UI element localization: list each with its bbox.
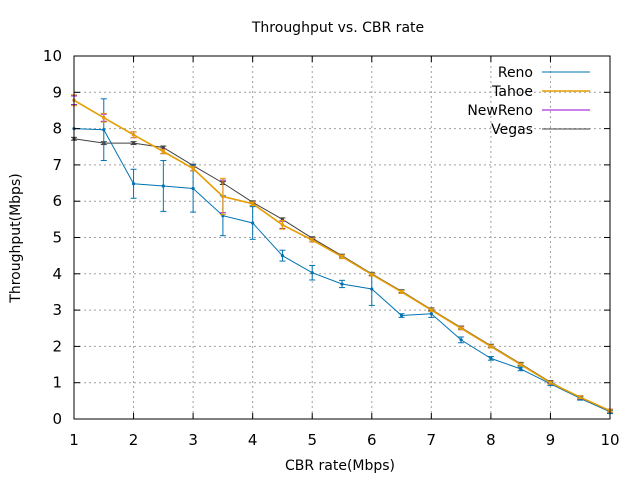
data-point-tahoe bbox=[489, 344, 493, 348]
y-tick-label: 7 bbox=[52, 156, 62, 174]
x-tick-label: 5 bbox=[307, 431, 317, 449]
data-point-tahoe bbox=[459, 326, 463, 330]
legend-label-newreno: NewReno bbox=[467, 103, 533, 119]
x-tick-label: 4 bbox=[248, 431, 258, 449]
x-tick-label: 1 bbox=[69, 431, 79, 449]
x-tick-label: 10 bbox=[600, 431, 619, 449]
legend: Reno Tahoe NewReno Vegas bbox=[467, 65, 590, 138]
data-point-reno bbox=[340, 282, 344, 286]
data-point-tahoe bbox=[280, 223, 285, 227]
y-tick-label: 9 bbox=[52, 83, 62, 101]
legend-label-tahoe: Tahoe bbox=[491, 84, 533, 100]
x-tick-label: 3 bbox=[188, 431, 198, 449]
data-point-tahoe bbox=[548, 381, 553, 385]
data-point-tahoe bbox=[340, 255, 344, 259]
data-point-tahoe bbox=[399, 290, 404, 294]
data-point-tahoe bbox=[310, 238, 314, 242]
y-tick-label: 10 bbox=[43, 47, 62, 65]
y-tick-label: 0 bbox=[52, 410, 62, 428]
x-tick-label: 8 bbox=[486, 431, 496, 449]
data-point-tahoe bbox=[221, 194, 225, 199]
data-point-reno bbox=[310, 271, 314, 275]
y-tick-label: 4 bbox=[52, 265, 62, 283]
x-tick-label: 9 bbox=[546, 431, 556, 449]
series-tahoe bbox=[71, 94, 613, 413]
y-axis-title: Throughput(Mbps) bbox=[8, 173, 24, 303]
data-point-reno bbox=[280, 254, 285, 258]
data-point-tahoe bbox=[131, 133, 136, 137]
data-point-tahoe bbox=[370, 272, 374, 277]
data-point-tahoe bbox=[102, 116, 106, 120]
data-point-reno bbox=[429, 312, 433, 316]
y-tick-label: 2 bbox=[52, 337, 62, 355]
y-tick-label: 1 bbox=[52, 374, 62, 392]
data-point-tahoe bbox=[251, 202, 255, 206]
grid-lines bbox=[74, 56, 610, 419]
data-point-reno bbox=[251, 221, 255, 225]
data-point-reno bbox=[519, 367, 523, 371]
x-tick-label: 6 bbox=[367, 431, 377, 449]
series-layer bbox=[71, 94, 613, 415]
data-point-vegas bbox=[131, 141, 136, 145]
data-point-reno bbox=[131, 182, 136, 186]
legend-label-reno: Reno bbox=[498, 65, 533, 81]
data-point-reno bbox=[489, 356, 493, 360]
data-point-reno bbox=[102, 128, 106, 132]
data-point-reno bbox=[161, 184, 165, 188]
data-point-tahoe bbox=[161, 149, 165, 154]
data-point-tahoe bbox=[191, 166, 195, 171]
data-point-tahoe bbox=[519, 362, 523, 367]
data-point-reno bbox=[459, 338, 463, 342]
y-tick-label: 5 bbox=[52, 229, 62, 247]
chart-title: Throughput vs. CBR rate bbox=[251, 20, 424, 36]
legend-label-vegas: Vegas bbox=[491, 122, 533, 138]
data-point-reno bbox=[370, 287, 374, 291]
data-point-tahoe bbox=[429, 308, 433, 312]
x-tick-label: 7 bbox=[427, 431, 437, 449]
data-point-vegas bbox=[161, 145, 165, 150]
data-point-reno bbox=[191, 186, 195, 191]
y-tick-label: 3 bbox=[52, 301, 62, 319]
data-point-reno bbox=[399, 313, 404, 318]
data-point-tahoe bbox=[578, 395, 582, 399]
x-axis-title: CBR rate(Mbps) bbox=[285, 458, 395, 474]
x-tick-label: 2 bbox=[129, 431, 139, 449]
y-tick-label: 6 bbox=[52, 192, 62, 210]
y-tick-label: 8 bbox=[52, 120, 62, 138]
